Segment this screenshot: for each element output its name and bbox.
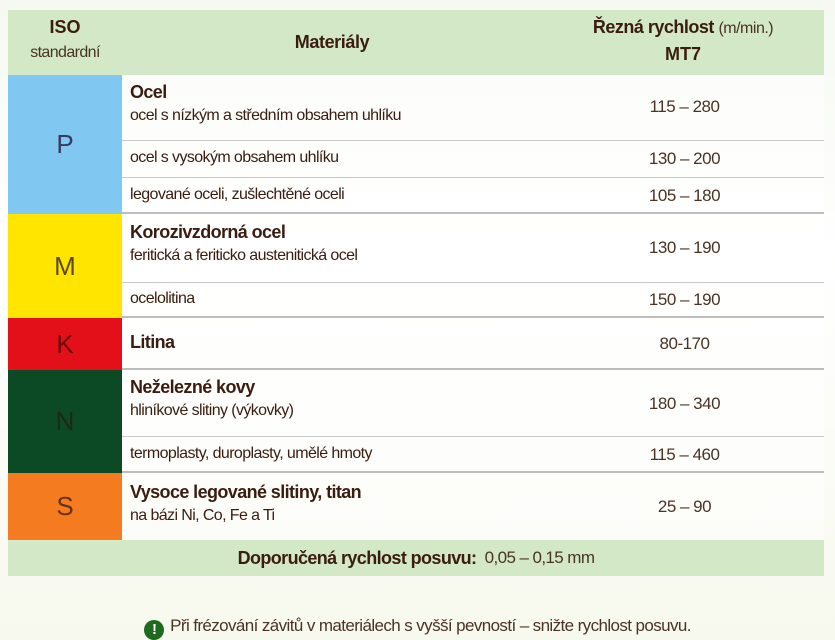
warning-text: Při frézování závitů v materiálech s vyš…: [170, 616, 691, 635]
speed-unit: (m/min.): [718, 20, 774, 37]
iso-cell-s: S: [8, 473, 122, 540]
speed-value: 115 – 280: [649, 97, 720, 116]
speed-value: 150 – 190: [648, 290, 721, 309]
iso-cell-k: K: [8, 318, 122, 370]
material-name: feritická a feriticko austenitická ocel: [130, 247, 358, 264]
speed-value: 180 – 340: [648, 394, 721, 413]
iso-cell-p: P: [8, 75, 122, 214]
materials-header: Materiály: [294, 32, 370, 52]
material-title: Vysoce legované slitiny, titan: [130, 482, 362, 502]
speed-value: 130 – 190: [648, 238, 721, 257]
table-row: termoplasty, duroplasty, umělé hmoty 115…: [122, 437, 824, 473]
table-row: Ocel ocel s nízkým a středním obsahem uhl…: [122, 75, 824, 141]
speed-header: Řezná rychlost (m/min.): [568, 17, 798, 38]
feed-rate-value: 0,05 – 0,15 mm: [484, 548, 595, 567]
table-row: Vysoce legované slitiny, titan na bázi Ni…: [122, 473, 824, 540]
material-name: na bázi Ni, Co, Fe a Ti: [130, 507, 275, 524]
material-name: legované oceli, zušlechtěné oceli: [130, 186, 345, 203]
table-row: ocel s vysokým obsahem uhlíku 130 – 200: [122, 141, 824, 178]
material-title: Korozivzdorná ocel: [130, 222, 286, 242]
iso-subheader: standardní: [30, 44, 100, 61]
material-name: hliníkové slitiny (výkovky): [130, 402, 294, 419]
warning-note: ! Při frézování závitů v materiálech s vy…: [0, 616, 835, 640]
tool-header: MT7: [665, 44, 701, 64]
speed-value: 130 – 200: [648, 149, 721, 168]
feed-rate-footer: Doporučená rychlost posuvu: 0,05 – 0,15 …: [8, 540, 824, 576]
speed-value: 105 – 180: [648, 186, 721, 205]
material-name: termoplasty, duroplasty, umělé hmoty: [130, 445, 373, 462]
material-title: Litina: [130, 332, 175, 352]
material-name: ocel s vysokým obsahem uhlíku: [130, 149, 339, 166]
iso-cell-n: N: [8, 370, 122, 473]
table-row: Korozivzdorná ocel feritická a feriticko …: [122, 214, 824, 283]
table-row: legované oceli, zušlechtěné oceli 105 – …: [122, 178, 824, 214]
speed-value: 80-170: [659, 334, 710, 353]
table-row: ocelolitina 150 – 190: [122, 283, 824, 318]
feed-rate-label: Doporučená rychlost posuvu:: [237, 547, 477, 568]
speed-value: 25 – 90: [657, 497, 712, 516]
table-row: Neželezné kovy hliníkové slitiny (výkovky…: [122, 370, 824, 437]
material-title: Ocel: [130, 82, 167, 102]
material-name: ocel s nízkým a středním obsahem uhlíku: [130, 107, 402, 124]
speed-header-label: Řezná rychlost: [592, 17, 715, 37]
material-name: ocelolitina: [130, 290, 195, 307]
speed-value: 115 – 460: [649, 445, 720, 464]
table-header: ISO standardní Materiály Řezná rychlost …: [8, 10, 824, 75]
exclamation-icon: !: [144, 620, 165, 640]
iso-header: ISO: [49, 17, 81, 37]
table-row: Litina 80-170: [122, 318, 824, 370]
material-title: Neželezné kovy: [130, 377, 255, 397]
iso-cell-m: M: [8, 214, 122, 318]
